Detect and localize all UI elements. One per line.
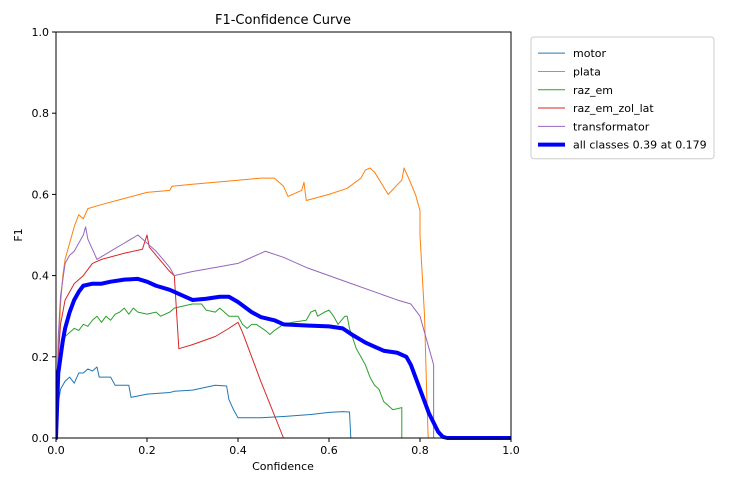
y-tick-label: 0.4 — [32, 270, 50, 283]
axes: 0.0 0.2 0.4 0.6 0.8 1.0 0.0 0.2 0.4 0.6 0.8 1.0 — [32, 26, 520, 457]
y-tick-label: 0.2 — [32, 351, 50, 364]
x-tick-label: 1.0 — [502, 444, 520, 457]
x-tick-label: 0.0 — [47, 444, 65, 457]
x-tick-label: 0.8 — [411, 444, 429, 457]
plot-frame — [55, 31, 512, 439]
y-axis-label: F1 — [12, 228, 25, 241]
legend-box — [530, 36, 715, 160]
series-line-raz-em-zol-lat — [56, 234, 284, 439]
chart-title: F1-Confidence Curve — [215, 13, 351, 28]
x-axis-label: Confidence — [252, 460, 314, 473]
y-tick-label: 0.8 — [32, 107, 50, 120]
x-tick-label: 0.4 — [229, 444, 247, 457]
series-line-motor — [56, 366, 352, 439]
legend-entry-label: all classes 0.39 at 0.179 — [573, 139, 707, 152]
legend: motor plata raz_em raz_em_zol_lat transforma… — [530, 36, 715, 160]
legend-entry-label: plata — [573, 65, 601, 78]
legend-entry-label: raz_em_zol_lat — [573, 102, 654, 115]
legend-entry-label: raz_em — [573, 84, 613, 97]
legend-entry-label: transformator — [573, 120, 650, 133]
series-line-transformator — [56, 226, 435, 439]
y-tick-label: 0.0 — [32, 432, 50, 445]
x-tick-label: 0.6 — [320, 444, 338, 457]
x-tick-label: 0.2 — [138, 444, 156, 457]
y-tick-label: 1.0 — [32, 26, 50, 39]
y-tick-label: 0.6 — [32, 188, 50, 201]
legend-entry-label: motor — [573, 47, 606, 60]
series-line-plata — [56, 167, 429, 439]
plot-area — [56, 167, 511, 440]
series-line-all-classes-0-39-at-0-179 — [56, 276, 511, 440]
series-line-raz-em — [56, 303, 403, 439]
